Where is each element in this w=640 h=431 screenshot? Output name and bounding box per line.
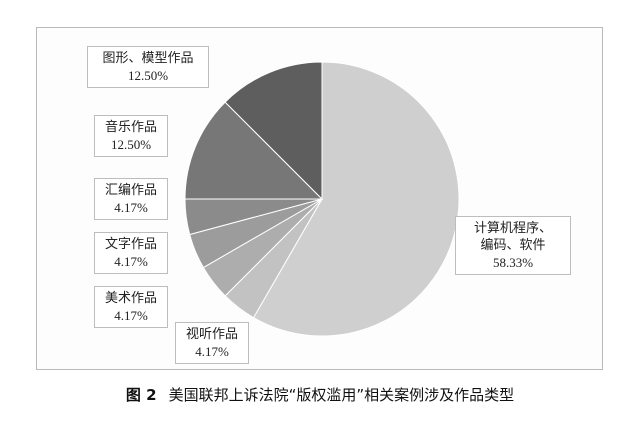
figure-number: 图 2 [125, 386, 157, 404]
pie-slice-software [252, 61, 460, 337]
slice-label-line: 音乐作品 [104, 120, 157, 135]
pie-slice-music [184, 101, 324, 200]
slice-label-graphic-model: 图形、模型作品 12.50% [87, 46, 209, 88]
slice-label-literary: 文字作品 4.17% [94, 232, 168, 274]
slice-percent: 12.50% [127, 68, 169, 83]
slice-label-line: 编码、软件 [480, 238, 546, 253]
slice-label-line: 图形、模型作品 [102, 51, 194, 66]
slice-label-line: 文字作品 [104, 237, 157, 252]
caption-text: 美国联邦上诉法院“版权滥用”相关案例涉及作品类型 [168, 386, 515, 404]
slice-percent: 4.17% [195, 344, 229, 359]
slice-percent: 58.33% [492, 255, 534, 270]
figure-caption: 图 2 美国联邦上诉法院“版权滥用”相关案例涉及作品类型 [0, 384, 640, 405]
slice-percent: 12.50% [110, 137, 152, 152]
slice-label-fine-art: 美术作品 4.17% [94, 286, 168, 328]
slice-label-line: 计算机程序、 [473, 221, 552, 236]
slice-label-audiovisual: 视听作品 4.17% [175, 322, 249, 364]
slice-label-line: 汇编作品 [104, 183, 157, 198]
slice-label-line: 美术作品 [104, 291, 157, 306]
slice-percent: 4.17% [114, 254, 148, 269]
slice-label-line: 视听作品 [185, 327, 238, 342]
slice-percent: 4.17% [114, 308, 148, 323]
slice-label-music: 音乐作品 12.50% [94, 115, 168, 157]
slice-label-compilation: 汇编作品 4.17% [94, 178, 168, 220]
pie-slice-graphic-model [224, 61, 323, 201]
slice-percent: 4.17% [114, 200, 148, 215]
slice-label-software: 计算机程序、 编码、软件 58.33% [455, 216, 571, 275]
